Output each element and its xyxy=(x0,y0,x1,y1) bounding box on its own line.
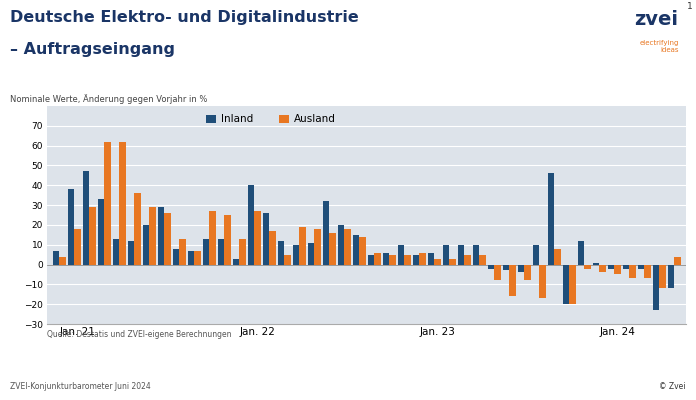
Bar xyxy=(623,264,629,268)
Bar xyxy=(128,241,134,264)
Bar xyxy=(593,262,599,264)
Bar xyxy=(299,227,306,264)
Bar xyxy=(269,231,276,264)
Bar xyxy=(194,251,200,264)
Bar xyxy=(389,255,395,264)
Bar xyxy=(83,171,89,264)
Bar xyxy=(104,142,111,264)
Bar xyxy=(398,245,404,264)
Bar xyxy=(158,207,164,264)
Bar xyxy=(150,207,156,264)
Bar xyxy=(338,225,345,264)
Bar xyxy=(524,264,530,280)
Bar xyxy=(239,239,246,264)
Bar xyxy=(53,251,59,264)
Bar xyxy=(119,142,125,264)
Text: ZVEI-Konjunkturbarometer Juni 2024: ZVEI-Konjunkturbarometer Juni 2024 xyxy=(10,382,151,391)
Bar xyxy=(308,243,315,264)
Bar xyxy=(488,264,494,268)
Bar xyxy=(98,199,104,264)
Bar xyxy=(233,258,239,264)
Text: Nominale Werte, Änderung gegen Vorjahr in %: Nominale Werte, Änderung gegen Vorjahr i… xyxy=(10,94,208,104)
Legend: Inland, Ausland: Inland, Ausland xyxy=(203,111,339,128)
Text: electrifying
ideas: electrifying ideas xyxy=(639,40,679,54)
Bar xyxy=(443,245,450,264)
Bar xyxy=(89,207,95,264)
Bar xyxy=(548,173,554,264)
Bar xyxy=(480,255,486,264)
Bar xyxy=(473,245,480,264)
Bar xyxy=(74,229,81,264)
Bar xyxy=(644,264,651,278)
Bar xyxy=(419,253,425,264)
Bar xyxy=(353,235,359,264)
Bar xyxy=(180,239,186,264)
Bar xyxy=(143,225,150,264)
Bar xyxy=(113,239,119,264)
Bar xyxy=(668,264,674,288)
Bar xyxy=(539,264,546,298)
Bar xyxy=(329,233,335,264)
Bar xyxy=(164,213,171,264)
Bar xyxy=(263,213,269,264)
Text: © Zvei: © Zvei xyxy=(659,382,686,391)
Bar xyxy=(68,189,74,264)
Bar xyxy=(323,201,329,264)
Bar xyxy=(59,257,65,264)
Bar xyxy=(533,245,539,264)
Bar xyxy=(434,258,441,264)
Bar xyxy=(209,211,216,264)
Bar xyxy=(224,215,230,264)
Bar xyxy=(464,255,470,264)
Bar xyxy=(518,264,524,272)
Bar xyxy=(629,264,635,278)
Bar xyxy=(374,253,381,264)
Bar xyxy=(584,264,591,268)
Bar xyxy=(503,264,509,270)
Bar xyxy=(569,264,576,304)
Bar xyxy=(659,264,665,288)
Bar xyxy=(173,249,180,264)
Bar xyxy=(345,229,351,264)
Text: Quelle: Destatis und ZVEI-eigene Berechnungen: Quelle: Destatis und ZVEI-eigene Berechn… xyxy=(47,330,232,339)
Bar xyxy=(509,264,516,296)
Bar xyxy=(494,264,500,280)
Bar xyxy=(428,253,434,264)
Bar xyxy=(458,245,464,264)
Bar xyxy=(248,185,254,264)
Bar xyxy=(653,264,659,310)
Bar xyxy=(578,241,584,264)
Bar xyxy=(315,229,321,264)
Bar xyxy=(599,264,606,272)
Bar xyxy=(383,253,389,264)
Bar xyxy=(359,237,365,264)
Bar xyxy=(554,249,560,264)
Text: Deutsche Elektro- und Digitalindustrie: Deutsche Elektro- und Digitalindustrie xyxy=(10,10,359,25)
Bar xyxy=(293,245,299,264)
Bar xyxy=(134,193,141,264)
Bar xyxy=(203,239,209,264)
Bar xyxy=(674,257,681,264)
Bar xyxy=(368,255,374,264)
Text: – Auftragseingang: – Auftragseingang xyxy=(10,42,175,57)
Bar xyxy=(278,241,284,264)
Bar xyxy=(254,211,260,264)
Bar xyxy=(404,255,411,264)
Bar xyxy=(615,264,621,274)
Bar xyxy=(413,255,419,264)
Text: 1: 1 xyxy=(687,2,693,11)
Bar xyxy=(218,239,224,264)
Text: zvei: zvei xyxy=(635,10,679,29)
Bar xyxy=(638,264,644,268)
Bar xyxy=(450,258,456,264)
Bar xyxy=(608,264,615,268)
Bar xyxy=(563,264,569,304)
Bar xyxy=(284,255,291,264)
Bar xyxy=(188,251,194,264)
